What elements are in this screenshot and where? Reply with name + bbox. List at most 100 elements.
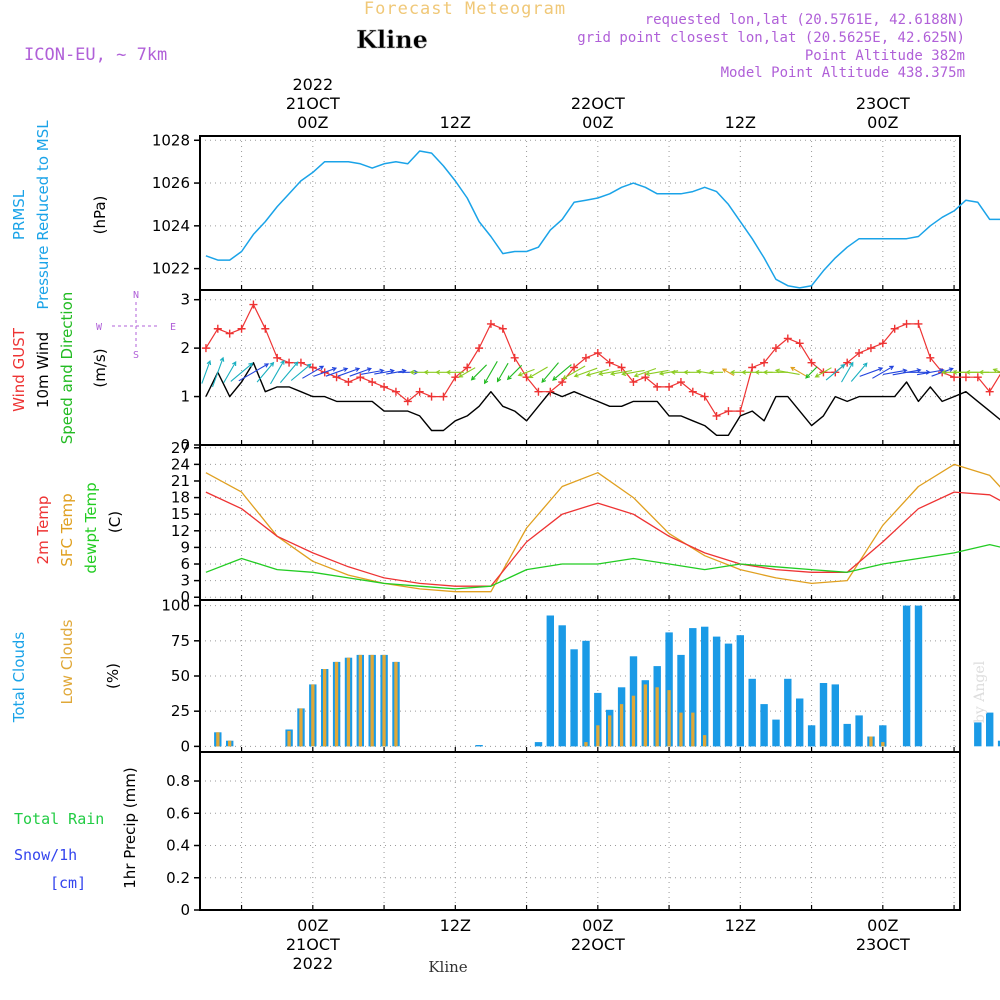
time-label: 12Z <box>725 916 756 935</box>
low-cloud-bar <box>394 661 398 747</box>
total-cloud-bar <box>475 745 483 747</box>
low-cloud-bar <box>299 708 303 747</box>
snow-unit: [cm] <box>50 874 86 892</box>
clouds-unit: (%) <box>104 663 122 689</box>
dewpoint-line <box>205 543 1000 590</box>
pressure-frame <box>199 135 961 291</box>
wind-arrow <box>872 365 895 379</box>
gust-point <box>368 378 377 387</box>
pressure-label-prmsl: PRMSL <box>10 189 28 240</box>
ytick-label: 100 <box>161 597 190 615</box>
top-time-axis: 202221OCT00Z12Z22OCT00Z12Z23OCT00Z12Z <box>286 75 910 132</box>
pressure-line <box>205 150 1000 289</box>
wind-labels: Wind GUST 10m Wind Speed and Direction (… <box>10 290 176 444</box>
gust-point <box>771 344 780 353</box>
time-label: 00Z <box>297 916 328 935</box>
low-cloud-bar <box>346 657 351 747</box>
gust-point <box>273 353 282 362</box>
wind-dir-label: Speed and Direction <box>58 292 76 445</box>
total-cloud-bar <box>712 636 721 747</box>
gust-point <box>688 387 697 396</box>
wind-unit: (m/s) <box>91 348 109 387</box>
time-label: 00Z <box>297 113 328 132</box>
wind-arrow <box>517 368 535 377</box>
temp-dew-label: dewpt Temp <box>82 482 100 573</box>
low-cloud-bar <box>643 684 647 747</box>
gust-point <box>665 382 674 391</box>
gust-point <box>201 344 210 353</box>
wind-arrow <box>562 365 586 380</box>
low-cloud-bar <box>584 742 588 747</box>
total-cloud-bar <box>914 605 923 747</box>
wind-arrow <box>374 368 395 375</box>
gust-point <box>415 387 424 396</box>
gust-point <box>795 339 804 348</box>
gust-point <box>700 392 709 401</box>
wind-arrow <box>313 367 338 377</box>
low-cloud-bar <box>323 669 327 747</box>
total-cloud-bar <box>986 712 994 747</box>
gust-point <box>439 392 448 401</box>
total-cloud-bar <box>772 719 780 747</box>
wind-arrow <box>790 366 809 378</box>
compass-north: N <box>133 290 139 301</box>
precip-labels: Total Rain Snow/1h [cm] 1hr Precip (mm) <box>14 767 139 892</box>
subtitle: Forecast Meteogram <box>364 0 566 19</box>
total-cloud-bar <box>689 628 697 747</box>
low-cloud-bar <box>228 740 232 747</box>
ytick-label: 27 <box>171 439 190 457</box>
total-cloud-bar <box>819 683 828 747</box>
total-cloud-bar <box>558 625 566 747</box>
gust-point <box>890 324 899 333</box>
total-cloud-bar <box>843 723 851 747</box>
pressure-labels: PRMSL Pressure Reduced to MSL (hPa) <box>10 120 109 310</box>
gust-point <box>593 348 602 357</box>
precipitation-panel: 0 0.2 0.4 0.6 0.8 <box>166 751 961 919</box>
gust-point <box>902 319 911 328</box>
low-cloud-bar <box>655 687 659 747</box>
wind10m-line <box>205 362 1000 436</box>
time-label: 23OCT <box>856 94 910 113</box>
low-clouds-label: Low Clouds <box>58 619 76 704</box>
wind-arrow <box>882 368 908 375</box>
wind-arrow <box>825 363 846 381</box>
wind-arrow <box>892 368 922 376</box>
gust-point <box>855 348 864 357</box>
ytick-label: 0.2 <box>166 869 190 887</box>
gust-point <box>570 363 579 372</box>
temp2m-line <box>205 491 1000 587</box>
gust-point <box>380 382 389 391</box>
gust-point <box>973 373 982 382</box>
low-cloud-bar <box>334 661 339 747</box>
wind-arrow <box>302 365 325 379</box>
gust-point <box>332 373 341 382</box>
pressure-label-full: Pressure Reduced to MSL <box>34 120 52 310</box>
panels: 1022102410261028012303691215182124270255… <box>152 131 1000 919</box>
gust-line <box>205 303 1000 417</box>
gust-point <box>950 373 959 382</box>
gust-point <box>237 324 246 333</box>
low-cloud-bar <box>608 715 612 747</box>
total-clouds-label: Total Clouds <box>10 632 28 724</box>
gust-point <box>558 378 567 387</box>
wind-arrow <box>859 367 884 377</box>
total-cloud-bar <box>570 649 578 747</box>
wind-arrow <box>598 369 621 377</box>
low-cloud-bar <box>311 684 315 747</box>
wind-arrow <box>695 369 713 375</box>
total-cloud-bar <box>665 632 673 747</box>
total-cloud-bar <box>831 684 839 747</box>
footer-place: Kline <box>428 958 467 976</box>
precipitation-frame <box>199 751 961 911</box>
gust-point <box>926 353 935 362</box>
total-cloud-bar <box>974 722 982 747</box>
wind-arrow <box>201 360 212 384</box>
wind-arrow <box>506 364 523 381</box>
ytick-label: 1028 <box>152 131 190 149</box>
ytick-label: 50 <box>171 667 190 685</box>
cloud-bars <box>214 605 1000 747</box>
low-cloud-bar <box>370 654 374 747</box>
wind-arrow <box>585 368 609 377</box>
place-title: Kline <box>356 25 428 54</box>
low-cloud-bar <box>631 695 636 747</box>
